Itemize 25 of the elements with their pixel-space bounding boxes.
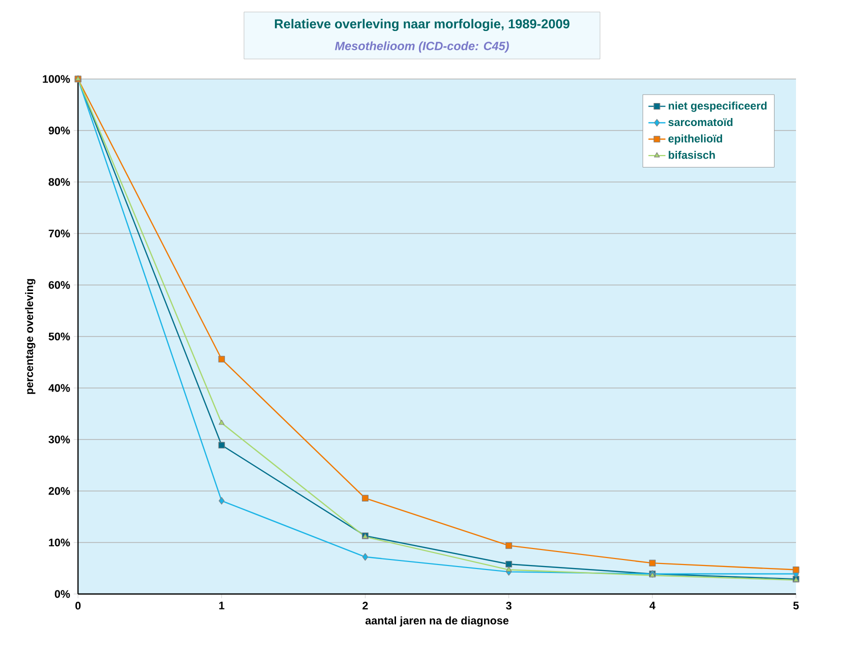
x-tick-label: 4: [650, 602, 656, 610]
x-tick-label: 2: [362, 602, 368, 610]
y-tick-label: 0%: [54, 590, 70, 598]
y-tick-label: 50%: [48, 332, 70, 340]
x-tick-label: 3: [506, 602, 512, 610]
x-axis-title: aantal jaren na de diagnose: [365, 616, 508, 627]
x-tick-label: 5: [793, 602, 799, 610]
legend-label: bifasisch: [668, 150, 715, 159]
y-tick-label: 60%: [48, 281, 70, 289]
legend-label: niet gespecificeerd: [668, 102, 767, 112]
x-tick-label: 0: [75, 602, 81, 610]
legend-label: sarcomatoïd: [668, 118, 732, 126]
y-tick-label: 80%: [48, 178, 70, 186]
chart-title: Relatieve overleving naar morfologie, 1989-2009: [274, 18, 570, 32]
y-tick-label: 70%: [48, 230, 70, 238]
y-tick-label: 30%: [48, 436, 70, 444]
x-tick-label: 1: [219, 602, 224, 610]
y-tick-label: 90%: [48, 126, 70, 134]
y-tick-label: 40%: [48, 384, 70, 392]
y-tick-label: 10%: [48, 538, 70, 546]
y-tick-label: 20%: [48, 487, 70, 495]
legend-label: epithelioïd: [668, 134, 722, 145]
y-axis-title: percentage overleving: [25, 279, 36, 394]
y-tick-label: 100%: [42, 75, 70, 83]
chart-subtitle: Mesothelioom (ICD-code: C45): [334, 41, 509, 53]
